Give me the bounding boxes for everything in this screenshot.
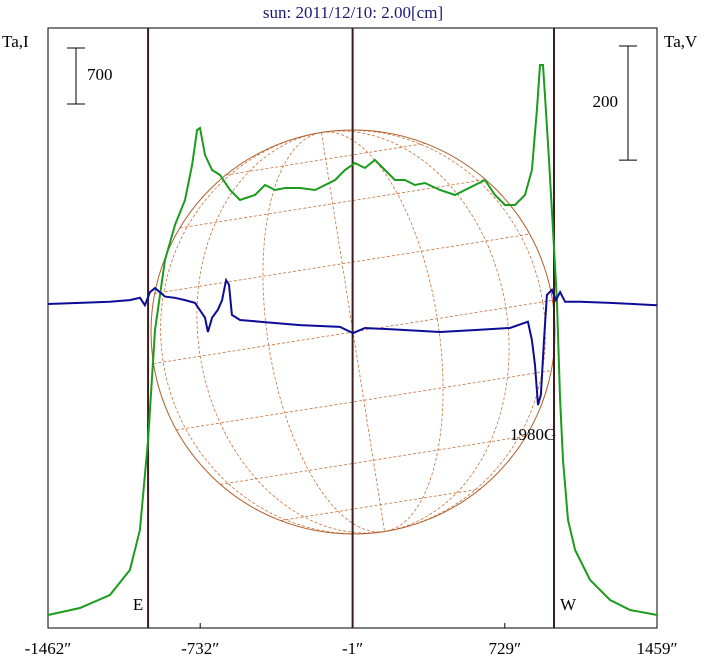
x-tick-label: 1459″ xyxy=(636,639,677,658)
x-tick-label: 729″ xyxy=(489,639,522,658)
limb-label: W xyxy=(560,595,577,614)
parallel xyxy=(154,233,530,294)
scale-bar-label: 200 xyxy=(593,92,619,111)
series-line xyxy=(47,64,658,616)
scale-bar-label: 700 xyxy=(87,65,113,84)
annotation: 1980G xyxy=(510,425,556,444)
chart-title: sun: 2011/12/10: 2.00[cm] xyxy=(263,3,443,22)
parallel xyxy=(220,435,527,485)
x-tick-label: -1462″ xyxy=(25,639,72,658)
y2-axis-label: Ta,V xyxy=(664,32,698,51)
y-axis-label: Ta,I xyxy=(2,32,29,51)
parallel xyxy=(280,488,481,521)
series-line xyxy=(47,277,658,406)
meridian xyxy=(160,129,546,535)
x-tick-label: -732″ xyxy=(181,639,219,658)
x-tick-label: -1″ xyxy=(342,639,363,658)
parallel xyxy=(176,370,552,431)
limb-label: E xyxy=(133,595,143,614)
parallel xyxy=(225,143,426,176)
